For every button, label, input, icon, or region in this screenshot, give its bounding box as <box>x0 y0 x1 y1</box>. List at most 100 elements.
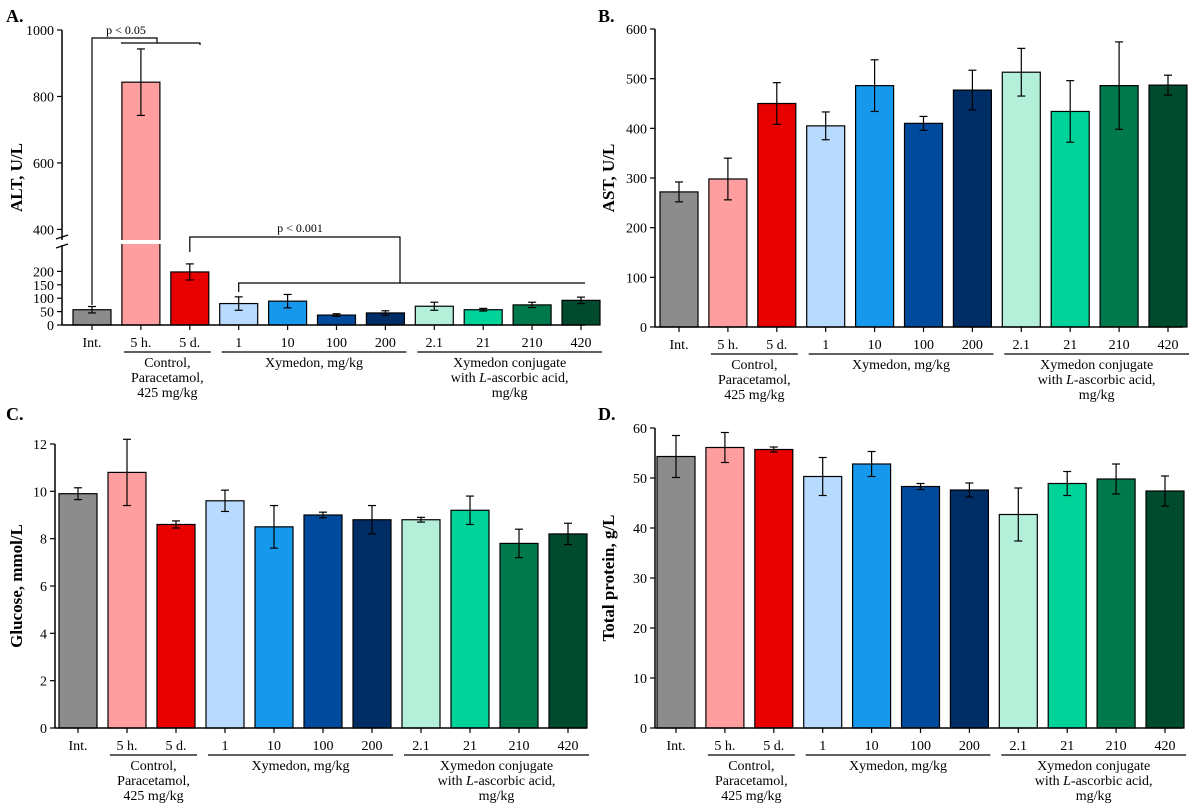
y-tick-label: 60 <box>633 422 647 437</box>
x-tick-label: Int. <box>68 739 87 754</box>
y-tick-label: 6 <box>40 580 47 595</box>
x-tick-label: 420 <box>571 336 592 351</box>
bar-10 <box>851 463 892 729</box>
x-tick-label: 2.1 <box>412 739 430 754</box>
y-tick-label: 4 <box>40 627 47 642</box>
y-tick-label: 1000 <box>26 24 54 39</box>
group-label: Paracetamol, <box>718 373 791 388</box>
group-label: Paracetamol, <box>715 774 788 789</box>
x-tick-label: 5 d. <box>763 739 784 754</box>
bar-200 <box>949 489 990 729</box>
y-tick-label: 0 <box>640 722 647 737</box>
x-tick-label: 100 <box>326 336 347 351</box>
x-tick-label: 2.1 <box>426 336 444 351</box>
x-tick-label: 1 <box>819 739 826 754</box>
bar-1 <box>803 475 843 729</box>
group-label: Control, <box>144 356 190 371</box>
bar-Int. <box>659 191 699 328</box>
group-label: Xymedon, mg/kg <box>849 759 947 774</box>
x-tick-label: 21 <box>463 739 477 754</box>
x-tick-label: 10 <box>868 338 882 353</box>
y-tick-label: 800 <box>33 90 54 105</box>
group-label: mg/kg <box>1076 789 1112 804</box>
significance-bracket <box>238 282 585 292</box>
bar-100 <box>303 514 343 729</box>
bar-1 <box>205 500 245 729</box>
chart-panel-b: B. AST, U/L 0 100 200 300 400 500 600 Int. 5 h. 5 d… <box>598 6 1189 403</box>
y-tick-label: 0 <box>47 319 54 334</box>
bar-420 <box>548 533 588 729</box>
x-tick-label: Int. <box>669 338 688 353</box>
bar-5 d. <box>754 448 794 729</box>
x-tick-label: 210 <box>509 739 530 754</box>
bar-100 <box>903 122 944 328</box>
x-tick-label: 5 h. <box>714 739 735 754</box>
significance-label: p < 0.05 <box>106 23 146 37</box>
y-axis-break-gap <box>56 240 68 245</box>
bar-420 <box>1145 490 1185 729</box>
y-tick-label: 0 <box>640 321 647 336</box>
y-tick-label: 2 <box>40 675 47 690</box>
x-tick-label: Int. <box>666 739 685 754</box>
significance-bracket <box>120 42 201 45</box>
x-tick-label: 210 <box>1109 338 1130 353</box>
y-tick-label: 30 <box>633 572 647 587</box>
y-tick-label: 100 <box>626 271 647 286</box>
x-tick-label: 210 <box>522 336 543 351</box>
bar-100 <box>900 485 941 729</box>
group-label: Xymedon, mg/kg <box>265 356 363 371</box>
y-tick-label: 10 <box>633 672 647 687</box>
x-tick-label: 5 h. <box>130 336 151 351</box>
x-tick-label: 1 <box>235 336 242 351</box>
bar-10 <box>854 85 895 328</box>
bar-5 h. <box>121 81 161 326</box>
x-tick-label: 10 <box>281 336 295 351</box>
y-tick-label: 0 <box>40 722 47 737</box>
panel-label: A. <box>6 6 24 26</box>
bar-210 <box>1096 478 1136 729</box>
bar-21 <box>450 509 490 729</box>
x-tick-label: 200 <box>375 336 396 351</box>
chart-panel-c: C. Glucose, mmol/L 0 2 4 6 8 10 12 Int. 5 h. 5 d. 1 1… <box>6 404 589 804</box>
x-tick-label: 5 d. <box>166 739 187 754</box>
group-label: 425 mg/kg <box>137 386 197 401</box>
y-tick-label: 500 <box>626 73 647 88</box>
panel-label: D. <box>598 404 616 424</box>
group-label: Xymedon conjugate <box>440 759 553 774</box>
group-label: Xymedon, mg/kg <box>252 759 350 774</box>
group-label: Control, <box>130 759 176 774</box>
y-tick-label: 400 <box>626 122 647 137</box>
bar-10 <box>254 526 294 729</box>
x-tick-label: 21 <box>1063 338 1077 353</box>
group-label: with L-ascorbic acid, <box>1035 774 1153 789</box>
x-tick-label: 5 d. <box>179 336 200 351</box>
bar-200 <box>952 89 993 328</box>
x-tick-label: 100 <box>910 739 931 754</box>
y-tick-label: 400 <box>33 223 54 238</box>
group-label: Paracetamol, <box>131 371 204 386</box>
group-label: 425 mg/kg <box>123 789 183 804</box>
x-tick-label: 2.1 <box>1013 338 1031 353</box>
axis-break-mark <box>55 243 69 249</box>
y-tick-label: 50 <box>633 472 647 487</box>
bar-5 d. <box>156 523 196 729</box>
group-label: Paracetamol, <box>117 774 190 789</box>
group-label: Xymedon conjugate <box>1037 759 1150 774</box>
group-label: with L-ascorbic acid, <box>451 371 569 386</box>
y-axis-title: AST, U/L <box>599 144 618 213</box>
bar-21 <box>463 309 503 326</box>
y-axis-title: Glucose, mmol/L <box>7 524 26 648</box>
group-label: Xymedon conjugate <box>1040 358 1153 373</box>
y-axis-title: ALT, U/L <box>7 143 26 212</box>
y-tick-label: 10 <box>33 485 47 500</box>
bar-Int. <box>656 455 696 729</box>
bar-Int. <box>58 493 98 729</box>
x-tick-label: 100 <box>913 338 934 353</box>
panel-label: C. <box>6 404 24 424</box>
chart-panel-d: D. Total protein, g/L 0 10 20 30 40 50 60 Int. 5 h… <box>598 404 1186 804</box>
x-tick-label: 200 <box>962 338 983 353</box>
y-tick-label: 600 <box>626 23 647 38</box>
group-label: mg/kg <box>479 789 515 804</box>
bar-420 <box>1148 84 1188 328</box>
